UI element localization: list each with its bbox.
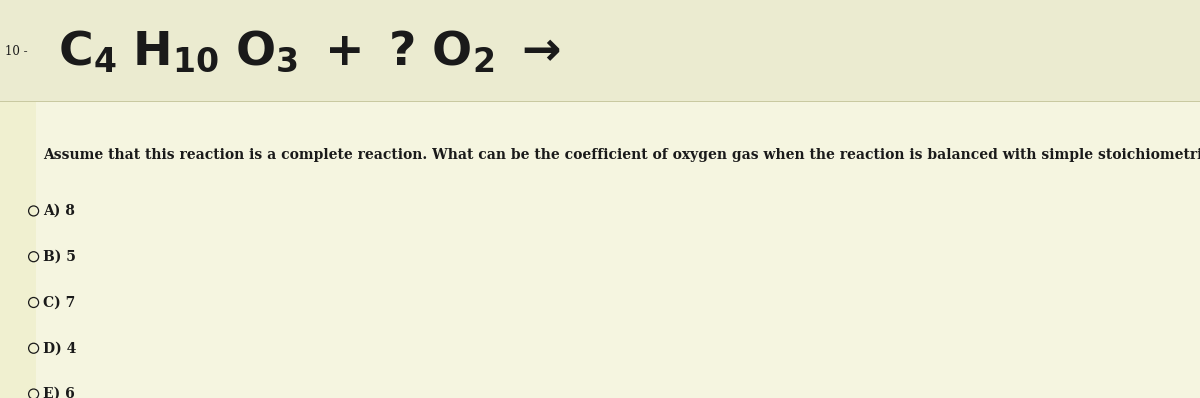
- Text: B) 5: B) 5: [43, 250, 76, 264]
- Text: Assume that this reaction is a complete reaction. What can be the coefficient of: Assume that this reaction is a complete …: [43, 148, 1200, 162]
- Text: E) 6: E) 6: [43, 387, 74, 398]
- Text: A) 8: A) 8: [43, 204, 76, 218]
- Text: D) 4: D) 4: [43, 341, 77, 355]
- FancyBboxPatch shape: [0, 0, 1200, 101]
- Text: C) 7: C) 7: [43, 295, 76, 310]
- FancyBboxPatch shape: [0, 0, 36, 398]
- Text: 10 -: 10 -: [5, 45, 28, 58]
- Text: $\mathbf{C_4\ H_{10}\ O_3\ +\ ?\ O_2\ \rightarrow}$: $\mathbf{C_4\ H_{10}\ O_3\ +\ ?\ O_2\ \r…: [58, 29, 560, 75]
